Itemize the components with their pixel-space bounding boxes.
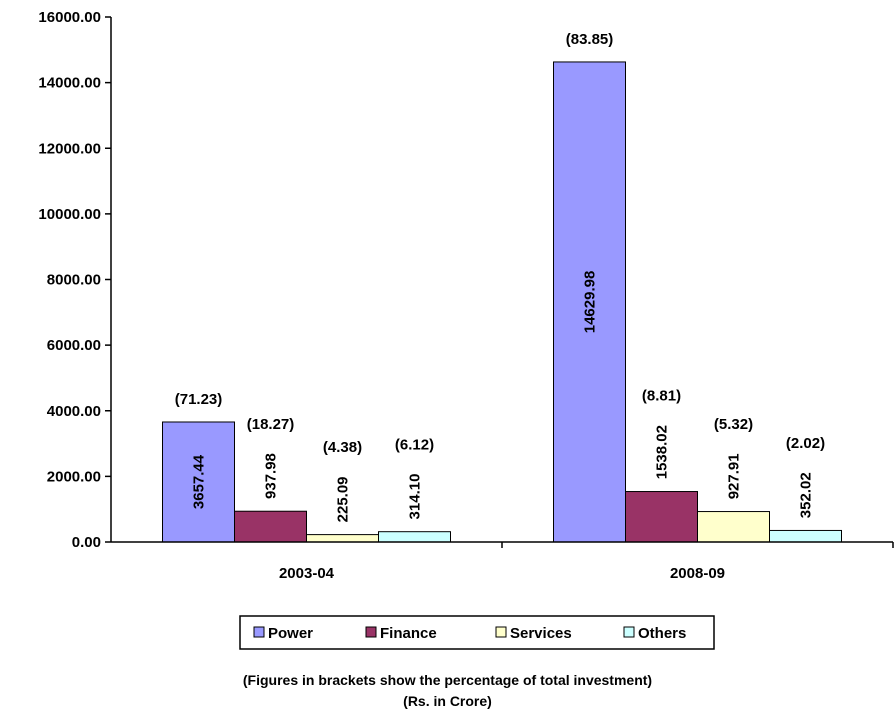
bar-power <box>162 421 235 543</box>
bar-others <box>378 531 451 543</box>
bar-services <box>306 534 379 543</box>
bar-value-label: 3657.44 <box>191 454 208 509</box>
y-tick-label: 8000.00 <box>47 272 101 289</box>
bar-percent-label: (5.32) <box>714 416 753 433</box>
bar-percent-label: (2.02) <box>786 435 825 452</box>
labels-group: 2003-04 3657.44 (71.23) 937.98 (18.27) 225.09… <box>175 31 825 582</box>
bar-value-label: 314.10 <box>407 474 424 520</box>
bar-percent-label: (6.12) <box>395 436 434 453</box>
legend: Power Finance Services Others <box>239 615 715 650</box>
bar-value-label: 225.09 <box>335 476 352 522</box>
bar-value-label: 927.91 <box>726 453 743 499</box>
y-tick-label: 6000.00 <box>47 337 101 354</box>
legend-box <box>239 615 715 650</box>
bar-finance <box>625 491 698 543</box>
legend-swatch-others <box>623 626 635 638</box>
y-tick-label: 2000.00 <box>47 468 101 485</box>
axes-group: 0.00 2000.00 4000.00 6000.00 8000.00 10000.00… <box>38 9 894 551</box>
x-category-label: 2003-04 <box>279 565 335 582</box>
bar-value-label: 937.98 <box>263 453 280 499</box>
bar-others <box>769 529 842 543</box>
bar-percent-label: (8.81) <box>642 388 681 405</box>
legend-label-services: Services <box>510 625 572 642</box>
bar-finance <box>234 510 307 543</box>
bar-percent-label: (71.23) <box>175 391 223 408</box>
legend-swatch-services <box>495 626 507 638</box>
bar-services <box>697 511 770 543</box>
y-tick-label: 4000.00 <box>47 403 101 420</box>
bar-percent-label: (4.38) <box>323 439 362 456</box>
bar-value-label: 352.02 <box>798 472 815 518</box>
legend-label-others: Others <box>638 625 686 642</box>
y-tick-label: 16000.00 <box>38 9 101 26</box>
legend-label-power: Power <box>268 625 313 642</box>
y-tick-label: 12000.00 <box>38 140 101 157</box>
x-category-label: 2008-09 <box>670 565 725 582</box>
y-tick-label: 10000.00 <box>38 206 101 223</box>
bar-percent-label: (83.85) <box>566 31 614 48</box>
y-tick-label: 0.00 <box>72 534 101 551</box>
bar-power <box>553 61 626 543</box>
bar-value-label: 1538.02 <box>654 425 671 479</box>
y-tick-label: 14000.00 <box>38 75 101 92</box>
footnote-percentage: (Figures in brackets show the percentage… <box>242 672 653 688</box>
footnote-units: (Rs. in Crore) <box>403 693 492 709</box>
legend-swatch-finance <box>365 626 377 638</box>
legend-swatch-power <box>253 626 265 638</box>
bar-percent-label: (18.27) <box>247 416 295 433</box>
legend-label-finance: Finance <box>380 625 437 642</box>
bar-value-label: 14629.98 <box>582 271 599 334</box>
bars-group <box>162 61 842 543</box>
